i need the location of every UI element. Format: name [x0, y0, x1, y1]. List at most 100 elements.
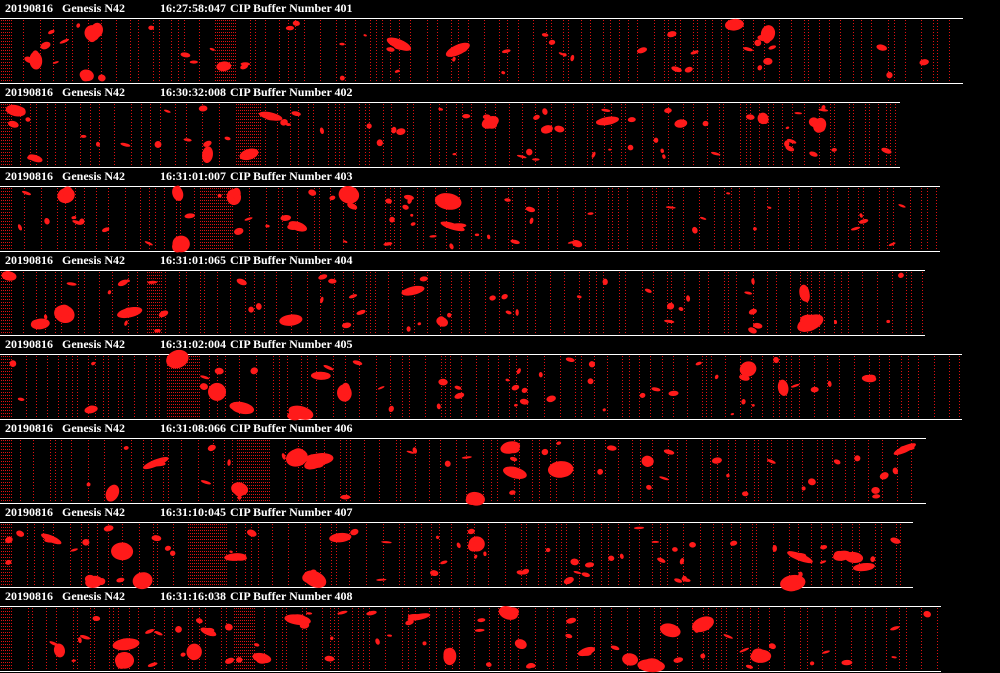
- particle: [437, 316, 445, 323]
- particle: [762, 31, 772, 44]
- particle: [454, 385, 462, 390]
- particle: [133, 574, 146, 587]
- particle: [820, 544, 828, 550]
- particle: [375, 638, 380, 645]
- strip-probe: Genesis N42: [62, 421, 125, 435]
- particle: [692, 226, 698, 234]
- particle: [525, 206, 536, 213]
- particle: [745, 114, 755, 120]
- particle: [507, 607, 519, 617]
- particle: [881, 147, 892, 154]
- particle: [27, 155, 37, 161]
- particle: [394, 69, 400, 73]
- particle: [565, 357, 575, 362]
- particle: [619, 553, 624, 559]
- particle-image: [1, 185, 937, 253]
- particle: [751, 404, 755, 407]
- particle: [366, 610, 377, 616]
- particle: [57, 304, 71, 317]
- particle: [234, 487, 245, 497]
- particle: [342, 240, 348, 243]
- buffer-strip: 20190816 Genesis N42 16:31:01:007 CIP Buffe…: [0, 169, 940, 253]
- particle: [250, 367, 258, 375]
- strip-time: 16:31:16:038: [160, 589, 226, 603]
- particle: [690, 50, 699, 55]
- particle: [525, 663, 535, 669]
- particle: [576, 295, 582, 299]
- particle: [341, 322, 352, 329]
- particle: [149, 461, 166, 467]
- particle: [287, 223, 299, 231]
- strip-buffer: CIP Buffer Number 401: [230, 1, 353, 15]
- particle: [144, 241, 153, 246]
- particle: [841, 659, 853, 666]
- particle: [785, 145, 795, 152]
- particle: [653, 137, 659, 143]
- particle: [44, 217, 50, 225]
- particle: [784, 140, 790, 148]
- strip-probe: Genesis N42: [62, 1, 125, 15]
- strip-date: 20190816: [5, 169, 53, 183]
- particle: [187, 645, 198, 658]
- particle: [438, 107, 444, 111]
- particle: [757, 65, 763, 71]
- particle: [485, 662, 492, 667]
- particle: [147, 662, 158, 667]
- particle: [767, 206, 772, 209]
- particle: [898, 272, 904, 279]
- particle: [858, 219, 869, 224]
- particle: [679, 120, 688, 126]
- particle: [285, 25, 295, 31]
- particle: [510, 239, 520, 245]
- particle: [501, 71, 506, 75]
- particle: [341, 382, 351, 395]
- particle: [377, 386, 385, 390]
- particle: [391, 126, 397, 134]
- particle: [791, 383, 800, 388]
- buffer-strip: 20190816 Genesis N42 16:31:16:038 CIP Buffe…: [0, 589, 941, 673]
- particle: [154, 631, 163, 636]
- strip-probe: Genesis N42: [62, 505, 125, 519]
- strip-time: 16:31:10:045: [160, 505, 226, 519]
- particle: [200, 480, 212, 485]
- particle: [519, 398, 529, 405]
- particle: [80, 134, 87, 138]
- particle: [699, 216, 707, 220]
- particle: [751, 278, 755, 285]
- particle: [436, 403, 441, 410]
- particle: [175, 626, 182, 633]
- particle: [255, 303, 262, 310]
- particle: [516, 570, 525, 575]
- particle: [919, 59, 929, 66]
- particle: [91, 361, 96, 366]
- particle: [741, 491, 749, 497]
- particle: [396, 128, 406, 135]
- particle: [107, 290, 112, 295]
- particle: [417, 322, 422, 326]
- particle: [664, 319, 675, 324]
- particle: [867, 374, 876, 380]
- particle: [714, 374, 719, 380]
- particle: [242, 151, 254, 160]
- particle: [229, 401, 244, 411]
- particle: [21, 190, 32, 196]
- particle: [800, 314, 817, 325]
- particle: [339, 75, 345, 81]
- particle: [5, 536, 13, 544]
- particle: [739, 647, 750, 653]
- particle: [768, 45, 777, 50]
- particle: [287, 411, 303, 421]
- particle: [199, 383, 208, 390]
- strip-date: 20190816: [5, 85, 53, 99]
- particle: [389, 216, 395, 223]
- particle: [103, 525, 114, 532]
- particle: [785, 126, 790, 130]
- particle: [768, 643, 776, 650]
- particle: [281, 453, 286, 460]
- particle: [556, 441, 562, 445]
- particle: [467, 528, 475, 535]
- particle: [116, 577, 125, 583]
- particle: [339, 42, 345, 46]
- particle: [886, 71, 893, 79]
- particle: [513, 403, 518, 407]
